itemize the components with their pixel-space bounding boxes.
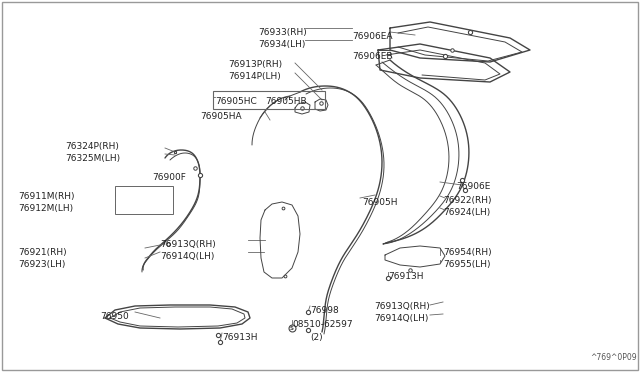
Text: 76913H: 76913H xyxy=(222,333,257,342)
Text: 76914P(LH): 76914P(LH) xyxy=(228,72,281,81)
Text: 76905H: 76905H xyxy=(362,198,397,207)
Text: 76923(LH): 76923(LH) xyxy=(18,260,65,269)
Text: 76954(RH): 76954(RH) xyxy=(443,248,492,257)
Text: 76912M(LH): 76912M(LH) xyxy=(18,204,73,213)
Text: 76324P(RH): 76324P(RH) xyxy=(65,142,119,151)
Text: 76933(RH): 76933(RH) xyxy=(258,28,307,37)
Text: 76905HC: 76905HC xyxy=(215,97,257,106)
Text: (2): (2) xyxy=(310,333,323,342)
Text: 76921(RH): 76921(RH) xyxy=(18,248,67,257)
Text: 76325M(LH): 76325M(LH) xyxy=(65,154,120,163)
Text: ^769^0P09: ^769^0P09 xyxy=(590,353,637,362)
Text: 76950: 76950 xyxy=(100,312,129,321)
Text: 76913Q(RH): 76913Q(RH) xyxy=(374,302,429,311)
Text: 76906EA: 76906EA xyxy=(352,32,392,41)
Text: 76900F: 76900F xyxy=(152,173,186,182)
Text: 76924(LH): 76924(LH) xyxy=(443,208,490,217)
Text: 76913H: 76913H xyxy=(388,272,424,281)
Text: 76955(LH): 76955(LH) xyxy=(443,260,490,269)
Text: 76914Q(LH): 76914Q(LH) xyxy=(160,252,214,261)
Text: 76913P(RH): 76913P(RH) xyxy=(228,60,282,69)
Text: 76905HA: 76905HA xyxy=(200,112,242,121)
Text: 76906E: 76906E xyxy=(456,182,490,191)
Text: 76922(RH): 76922(RH) xyxy=(443,196,492,205)
Text: 76911M(RH): 76911M(RH) xyxy=(18,192,74,201)
Text: 76998: 76998 xyxy=(310,306,339,315)
Text: 76914Q(LH): 76914Q(LH) xyxy=(374,314,428,323)
Text: 76934(LH): 76934(LH) xyxy=(258,40,305,49)
Text: 76906EB: 76906EB xyxy=(352,52,392,61)
Text: 08510-62597: 08510-62597 xyxy=(292,320,353,329)
Text: 76913Q(RH): 76913Q(RH) xyxy=(160,240,216,249)
Bar xyxy=(115,186,173,214)
Text: S: S xyxy=(290,326,294,330)
Bar xyxy=(213,91,325,109)
Text: 76905HB: 76905HB xyxy=(265,97,307,106)
